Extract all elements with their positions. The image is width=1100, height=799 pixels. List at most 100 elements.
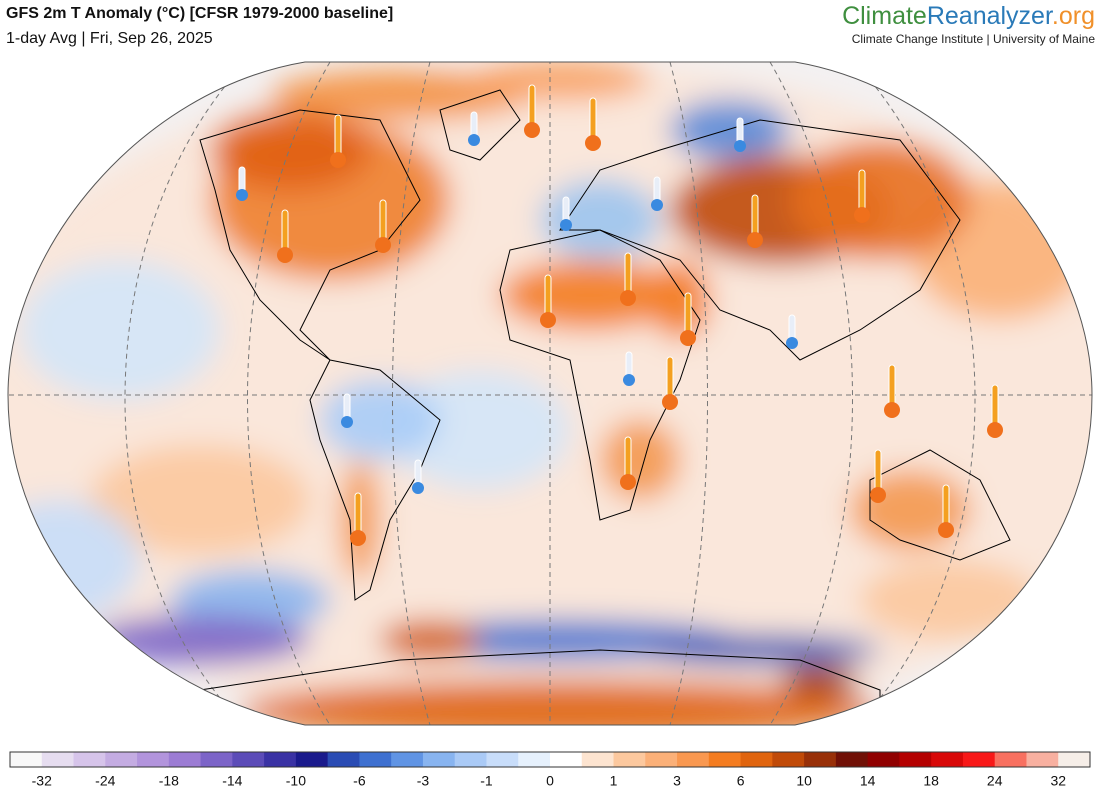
colorbar-swatch (105, 752, 138, 767)
thermometer-bulb (375, 237, 391, 253)
graticule (8, 62, 1092, 725)
anomaly-blob (90, 445, 310, 555)
thermometer-bulb (938, 522, 954, 538)
anomaly-blob (210, 110, 370, 190)
colorbar-swatch (137, 752, 170, 767)
thermometer-bulb (786, 337, 798, 349)
colorbar-tick-label: 32 (1050, 773, 1066, 789)
colorbar-swatch (994, 752, 1027, 767)
colorbar-swatch (645, 752, 678, 767)
thermometer-bulb (560, 219, 572, 231)
anomaly-blob (600, 420, 680, 500)
thermometer-bulb (623, 374, 635, 386)
brand[interactable]: ClimateReanalyzer.org (842, 2, 1095, 30)
colorbar-swatch (835, 752, 869, 767)
anomaly-blob (540, 180, 660, 260)
colorbar-tick-label: 3 (673, 773, 681, 789)
anomaly-blob (470, 62, 650, 100)
colorbar-tick-label: 24 (987, 773, 1003, 789)
thermometer-bulb (468, 134, 480, 146)
brand-org: .org (1052, 2, 1095, 30)
colorbar-swatch (10, 752, 43, 767)
thermometer-bulb (987, 422, 1003, 438)
colorbar-swatch (708, 752, 742, 767)
thermometer-bulb (341, 416, 353, 428)
colorbar-swatch (550, 752, 583, 767)
thermometer-bulb (350, 530, 366, 546)
colorbar-swatch (1026, 752, 1059, 767)
colorbar-tick-label: -24 (95, 773, 115, 789)
anomaly-blob (790, 140, 970, 260)
coastlines (199, 89, 1011, 725)
thermometer-bulb (236, 189, 248, 201)
thermometer-bulb (585, 135, 601, 151)
colorbar-tick-label: 18 (923, 773, 939, 789)
thermometer-bulb (540, 312, 556, 328)
colorbar-tick-label: -32 (32, 773, 52, 789)
thermometer-bulb (884, 402, 900, 418)
colorbar-swatch (772, 752, 805, 767)
thermometer-bulb (870, 487, 886, 503)
thermometer-bulb (734, 140, 746, 152)
thermometer-bulb (620, 290, 636, 306)
colorbar-swatch (264, 752, 297, 767)
thermometer-bulb (620, 474, 636, 490)
colorbar-swatch (168, 752, 202, 767)
thermometer-bulb (330, 152, 346, 168)
brand-climate: Climate (842, 2, 927, 30)
anomaly-blob (780, 665, 860, 695)
title: GFS 2m T Anomaly (°C) [CFSR 1979-2000 ba… (6, 5, 393, 22)
colorbar-swatch (613, 752, 646, 767)
colorbar-tick-label: 1 (610, 773, 618, 789)
thermometer-bulb (651, 199, 663, 211)
colorbar-swatch (73, 752, 106, 767)
colorbar: -32 -24 -18 -14 -10 -6 -3 -1 0 1 3 6 10 14 18 24 32 (9, 751, 1091, 789)
anomaly-blob (640, 635, 880, 665)
thermometer-bulb (854, 207, 870, 223)
colorbar-swatch (200, 752, 233, 767)
anomaly-blob (270, 70, 530, 120)
brand-tagline: Climate Change Institute | University of… (852, 32, 1096, 46)
colorbar-tick-label: 10 (796, 773, 812, 789)
anomaly-blob (650, 260, 710, 340)
colorbar-swatch (391, 752, 424, 767)
colorbar-tick-label: -14 (222, 773, 242, 789)
anomaly-blob (90, 615, 310, 665)
colorbar-tick-label: -18 (159, 773, 179, 789)
colorbar-swatch (804, 752, 837, 767)
thermometer-bulb (680, 330, 696, 346)
colorbar-tick-label: 6 (737, 773, 745, 789)
colorbar-swatch (931, 752, 964, 767)
colorbar-swatch (232, 752, 265, 767)
anomaly-blob (670, 100, 790, 160)
colorbar-tick-label: -1 (480, 773, 493, 789)
colorbar-swatch (454, 752, 487, 767)
thermometer-markers (236, 84, 1003, 546)
colorbar-tick-label: -6 (353, 773, 366, 789)
anomaly-blob (20, 260, 220, 400)
anomaly-blob (850, 470, 970, 550)
colorbar-swatch (422, 752, 456, 767)
brand-reanalyzer: Reanalyzer (927, 2, 1053, 30)
thermometer-bulb (277, 247, 293, 263)
colorbar-tick-label: -10 (286, 773, 306, 789)
colorbar-swatch (899, 752, 932, 767)
colorbar-swatch (867, 752, 900, 767)
anomaly-blob (320, 380, 440, 460)
anomaly-blob (380, 620, 480, 660)
colorbar-swatch (581, 752, 615, 767)
thermometer-bulb (524, 122, 540, 138)
anomaly-blob (390, 370, 570, 490)
colorbar-tick-label: -3 (417, 773, 430, 789)
map-border (7, 61, 1093, 726)
anomaly-map (8, 62, 1092, 725)
colorbar-swatch (359, 752, 392, 767)
anomaly-field (8, 62, 1092, 725)
colorbar-swatch (327, 752, 360, 767)
colorbar-swatch (486, 752, 519, 767)
thermometer-bulb (412, 482, 424, 494)
anomaly-blob (240, 680, 880, 725)
colorbar-swatch (518, 752, 551, 767)
